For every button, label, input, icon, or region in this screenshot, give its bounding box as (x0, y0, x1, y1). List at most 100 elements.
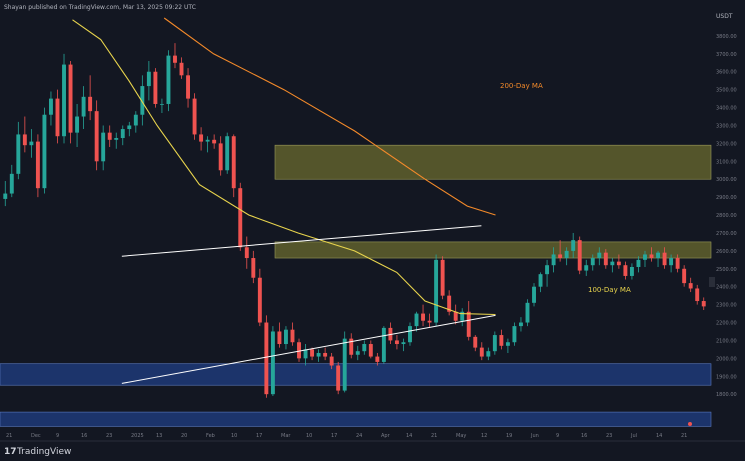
candle-body-55 (362, 344, 367, 352)
y-tick-label-0: 3800.00 (716, 34, 737, 40)
candle-body-16 (107, 132, 112, 140)
candle-body-44 (290, 329, 295, 343)
ma-line-100 (72, 19, 496, 316)
y-tick-label-7: 3100.00 (716, 159, 737, 165)
candle-body-32 (212, 139, 217, 144)
candle-body-8 (55, 98, 60, 137)
y-tick-label-19: 1900.00 (716, 374, 737, 380)
candle-body-83 (545, 265, 550, 275)
candle-body-26 (173, 55, 177, 63)
candle-body-1 (9, 173, 14, 194)
x-tick-label-19: 12 (481, 433, 487, 439)
candle-body-100 (656, 252, 660, 259)
candle-body-36 (238, 188, 243, 248)
y-tick-label-20: 1800.00 (716, 392, 737, 398)
candle-body-71 (466, 311, 471, 337)
candles-layer (3, 43, 706, 398)
candle-body-48 (316, 352, 321, 357)
candle-body-50 (329, 356, 334, 366)
y-tick-label-2: 3600.00 (716, 70, 737, 76)
candle-body-80 (525, 302, 530, 323)
y-tick-label-13: 2500.00 (716, 267, 737, 273)
candle-body-17 (114, 138, 119, 140)
trendline-0 (121, 225, 482, 257)
candle-body-4 (29, 141, 34, 146)
candle-body-81 (532, 286, 536, 303)
y-tick-label-10: 2800.00 (716, 213, 737, 219)
y-tick-label-15: 2300.00 (716, 303, 737, 309)
x-tick-label-20: 19 (506, 433, 512, 439)
x-tick-label-6: 13 (156, 433, 162, 439)
candle-body-56 (368, 344, 373, 357)
candle-body-20 (133, 114, 138, 126)
candle-body-18 (120, 129, 125, 139)
candle-body-33 (218, 143, 223, 171)
x-tick-label-9: 10 (231, 433, 237, 439)
zone-support-3 (0, 411, 712, 427)
x-tick-label-8: Feb (206, 433, 215, 439)
x-tick-label-18: May (456, 433, 466, 439)
candle-body-6 (42, 114, 47, 189)
zone-resistance-1 (274, 241, 712, 259)
y-tick-label-1: 3700.00 (716, 52, 737, 58)
candle-body-89 (584, 265, 589, 271)
candle-body-101 (662, 252, 667, 266)
candle-body-60 (394, 340, 399, 345)
y-tick-label-11: 2700.00 (716, 231, 737, 237)
y-tick-label-18: 2000.00 (716, 356, 737, 362)
x-tick-label-7: 20 (181, 433, 187, 439)
candle-body-41 (270, 331, 275, 395)
candle-body-38 (251, 258, 256, 278)
candle-body-73 (479, 347, 484, 357)
currency-label: USDT (716, 13, 733, 20)
candle-body-102 (669, 258, 674, 266)
candle-body-79 (519, 322, 523, 327)
candle-body-74 (486, 351, 491, 357)
candle-body-84 (551, 254, 556, 266)
candle-body-11 (75, 116, 80, 133)
x-tick-label-27: 21 (681, 433, 687, 439)
x-tick-label-26: 14 (656, 433, 662, 439)
y-tick-label-17: 2100.00 (716, 338, 737, 344)
ma100-annotation: 100-Day MA (588, 286, 631, 294)
x-tick-label-22: 9 (556, 433, 559, 439)
x-tick-label-24: 23 (606, 433, 612, 439)
candle-body-43 (284, 329, 288, 345)
candle-body-57 (375, 356, 380, 362)
candle-body-14 (94, 111, 99, 162)
candle-body-37 (244, 247, 249, 259)
candle-body-91 (597, 252, 602, 259)
x-axis-ticks: 21 Dec 9 16 23 2025 13 20 Feb 10 17 Mar 10 17 24 Apr 14 2… (6, 433, 687, 439)
x-tick-label-1: Dec (31, 433, 41, 439)
candle-body-82 (538, 274, 543, 287)
candle-body-61 (401, 342, 406, 345)
x-tick-label-10: 17 (256, 433, 262, 439)
event-marker-icon (688, 422, 692, 426)
candle-body-0 (3, 193, 8, 199)
candle-body-94 (616, 261, 621, 266)
candle-body-104 (682, 268, 687, 284)
y-tick-label-14: 2400.00 (716, 285, 737, 291)
candle-body-13 (88, 96, 93, 112)
candle-body-96 (629, 266, 634, 276)
y-tick-label-8: 3000.00 (716, 177, 737, 183)
x-tick-label-3: 16 (81, 433, 87, 439)
candle-body-31 (205, 139, 210, 142)
candle-body-64 (421, 313, 425, 321)
candle-body-85 (558, 254, 563, 259)
y-tick-label-12: 2600.00 (716, 249, 737, 255)
candle-body-86 (564, 250, 569, 259)
candle-body-2 (16, 134, 21, 174)
candle-body-76 (499, 335, 504, 346)
chart-header-title: Shayan published on TradingView.com, Mar… (4, 4, 196, 11)
y-tick-label-4: 3400.00 (716, 106, 737, 112)
candle-body-58 (381, 327, 386, 362)
zone-resistance-0 (274, 144, 712, 180)
candle-body-7 (49, 98, 53, 115)
candle-body-45 (297, 342, 301, 359)
x-tick-label-23: 16 (581, 433, 587, 439)
candle-body-28 (186, 75, 190, 99)
last-price-marker (709, 277, 715, 287)
